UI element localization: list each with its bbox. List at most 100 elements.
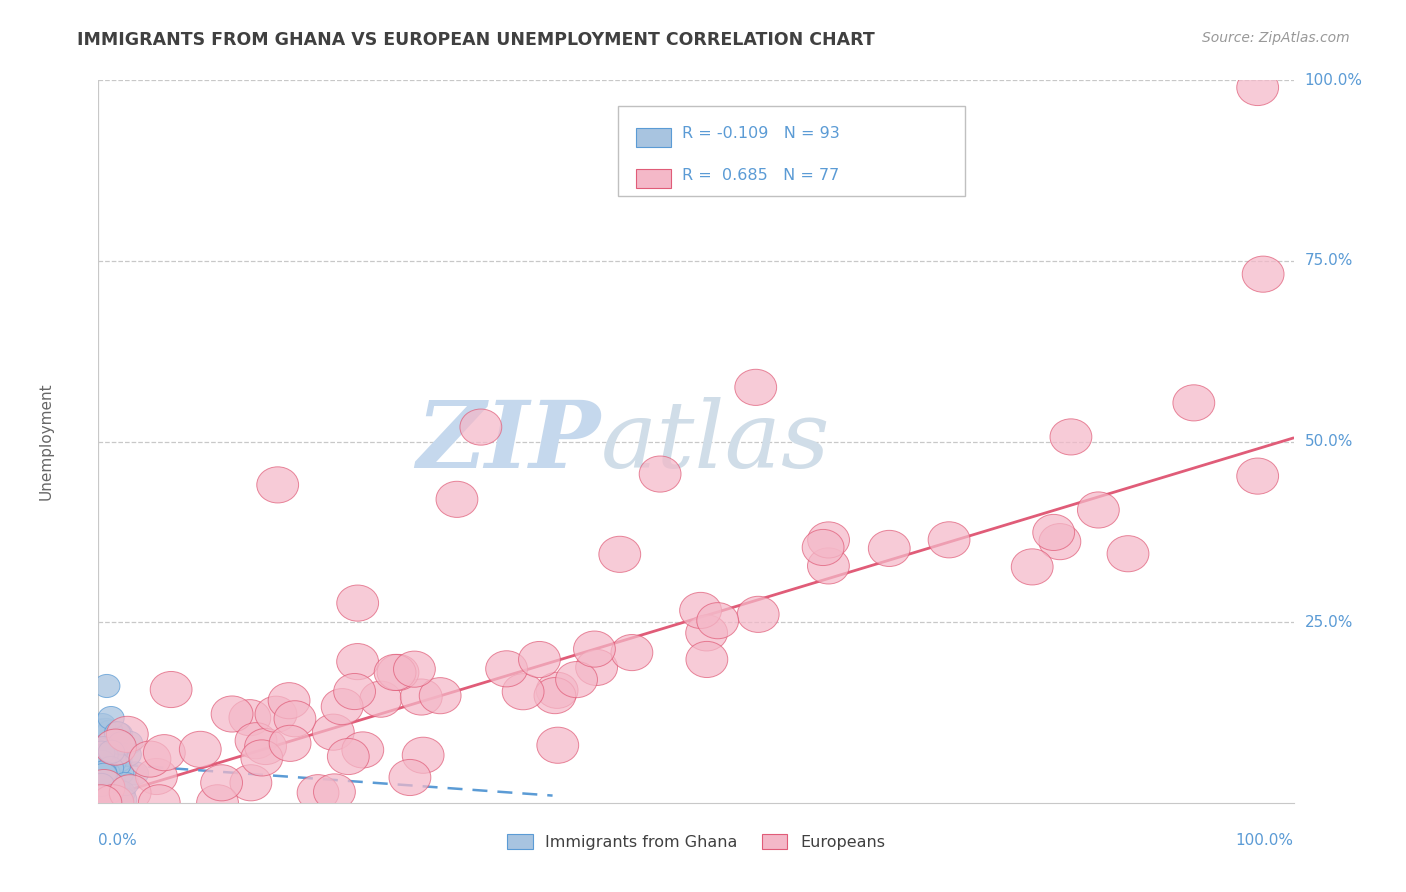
Ellipse shape bbox=[90, 737, 117, 760]
Ellipse shape bbox=[94, 780, 120, 804]
Ellipse shape bbox=[269, 682, 309, 719]
Ellipse shape bbox=[89, 759, 115, 782]
Ellipse shape bbox=[86, 756, 111, 778]
Ellipse shape bbox=[640, 456, 681, 492]
Ellipse shape bbox=[91, 764, 117, 786]
Ellipse shape bbox=[100, 745, 127, 767]
Ellipse shape bbox=[87, 786, 114, 809]
Ellipse shape bbox=[135, 758, 177, 795]
Ellipse shape bbox=[98, 706, 124, 730]
Ellipse shape bbox=[97, 752, 124, 775]
Ellipse shape bbox=[254, 696, 297, 732]
Ellipse shape bbox=[737, 596, 779, 632]
Ellipse shape bbox=[86, 779, 111, 802]
Ellipse shape bbox=[93, 718, 120, 741]
Text: 100.0%: 100.0% bbox=[1305, 73, 1362, 87]
Ellipse shape bbox=[97, 720, 124, 743]
Ellipse shape bbox=[87, 748, 112, 772]
Ellipse shape bbox=[108, 731, 135, 755]
Text: 100.0%: 100.0% bbox=[1236, 833, 1294, 848]
Ellipse shape bbox=[143, 735, 186, 771]
Ellipse shape bbox=[1237, 458, 1278, 494]
FancyBboxPatch shape bbox=[637, 128, 671, 147]
Ellipse shape bbox=[91, 776, 118, 799]
Ellipse shape bbox=[107, 723, 132, 746]
Ellipse shape bbox=[928, 522, 970, 558]
Ellipse shape bbox=[519, 641, 561, 678]
Ellipse shape bbox=[104, 779, 131, 802]
Ellipse shape bbox=[394, 651, 436, 687]
Ellipse shape bbox=[1243, 256, 1284, 293]
Ellipse shape bbox=[180, 731, 221, 767]
Text: R = -0.109   N = 93: R = -0.109 N = 93 bbox=[682, 127, 839, 142]
Ellipse shape bbox=[97, 741, 124, 764]
Ellipse shape bbox=[89, 761, 115, 784]
Ellipse shape bbox=[89, 741, 115, 764]
Ellipse shape bbox=[115, 743, 142, 766]
Text: Source: ZipAtlas.com: Source: ZipAtlas.com bbox=[1202, 31, 1350, 45]
Ellipse shape bbox=[360, 681, 402, 717]
Ellipse shape bbox=[201, 764, 242, 801]
Ellipse shape bbox=[105, 749, 132, 772]
Text: 50.0%: 50.0% bbox=[1305, 434, 1353, 449]
Ellipse shape bbox=[599, 536, 641, 573]
Ellipse shape bbox=[314, 774, 356, 810]
Ellipse shape bbox=[328, 739, 370, 774]
Ellipse shape bbox=[138, 785, 180, 821]
Ellipse shape bbox=[94, 781, 121, 805]
Ellipse shape bbox=[100, 770, 125, 793]
Ellipse shape bbox=[122, 762, 149, 785]
Ellipse shape bbox=[460, 409, 502, 445]
Ellipse shape bbox=[94, 729, 136, 765]
FancyBboxPatch shape bbox=[619, 105, 965, 196]
Text: Unemployment: Unemployment bbox=[38, 383, 53, 500]
Ellipse shape bbox=[89, 764, 115, 788]
Text: IMMIGRANTS FROM GHANA VS EUROPEAN UNEMPLOYMENT CORRELATION CHART: IMMIGRANTS FROM GHANA VS EUROPEAN UNEMPL… bbox=[77, 31, 875, 49]
Ellipse shape bbox=[100, 750, 127, 772]
Ellipse shape bbox=[869, 531, 910, 566]
Ellipse shape bbox=[96, 749, 122, 772]
Ellipse shape bbox=[536, 673, 578, 708]
Ellipse shape bbox=[312, 714, 354, 750]
Ellipse shape bbox=[87, 789, 114, 812]
Ellipse shape bbox=[231, 764, 271, 801]
Text: 75.0%: 75.0% bbox=[1305, 253, 1353, 268]
Ellipse shape bbox=[98, 740, 125, 764]
Ellipse shape bbox=[96, 784, 122, 807]
Ellipse shape bbox=[235, 723, 277, 759]
Ellipse shape bbox=[374, 655, 416, 690]
Text: 25.0%: 25.0% bbox=[1305, 615, 1353, 630]
Ellipse shape bbox=[90, 750, 115, 773]
Ellipse shape bbox=[101, 741, 128, 764]
Ellipse shape bbox=[97, 790, 124, 814]
Ellipse shape bbox=[94, 674, 120, 698]
Ellipse shape bbox=[89, 773, 114, 797]
Ellipse shape bbox=[94, 756, 121, 780]
Ellipse shape bbox=[1173, 384, 1215, 421]
Ellipse shape bbox=[93, 789, 120, 812]
Ellipse shape bbox=[612, 634, 652, 671]
Ellipse shape bbox=[94, 761, 120, 784]
Ellipse shape bbox=[534, 678, 576, 714]
Ellipse shape bbox=[1050, 419, 1092, 455]
Text: R =  0.685   N = 77: R = 0.685 N = 77 bbox=[682, 168, 839, 183]
Ellipse shape bbox=[574, 631, 616, 667]
Ellipse shape bbox=[98, 788, 125, 811]
Ellipse shape bbox=[93, 783, 120, 806]
Ellipse shape bbox=[807, 548, 849, 584]
Ellipse shape bbox=[91, 737, 118, 760]
Ellipse shape bbox=[101, 780, 128, 804]
Ellipse shape bbox=[94, 757, 120, 780]
Ellipse shape bbox=[93, 776, 118, 799]
Ellipse shape bbox=[97, 756, 124, 780]
Ellipse shape bbox=[86, 719, 112, 742]
Ellipse shape bbox=[96, 791, 122, 814]
Ellipse shape bbox=[86, 780, 112, 803]
Ellipse shape bbox=[83, 770, 125, 805]
Ellipse shape bbox=[575, 649, 617, 686]
Ellipse shape bbox=[86, 745, 111, 768]
Ellipse shape bbox=[104, 780, 131, 804]
Ellipse shape bbox=[257, 467, 298, 503]
Ellipse shape bbox=[245, 729, 287, 764]
Ellipse shape bbox=[679, 592, 721, 629]
